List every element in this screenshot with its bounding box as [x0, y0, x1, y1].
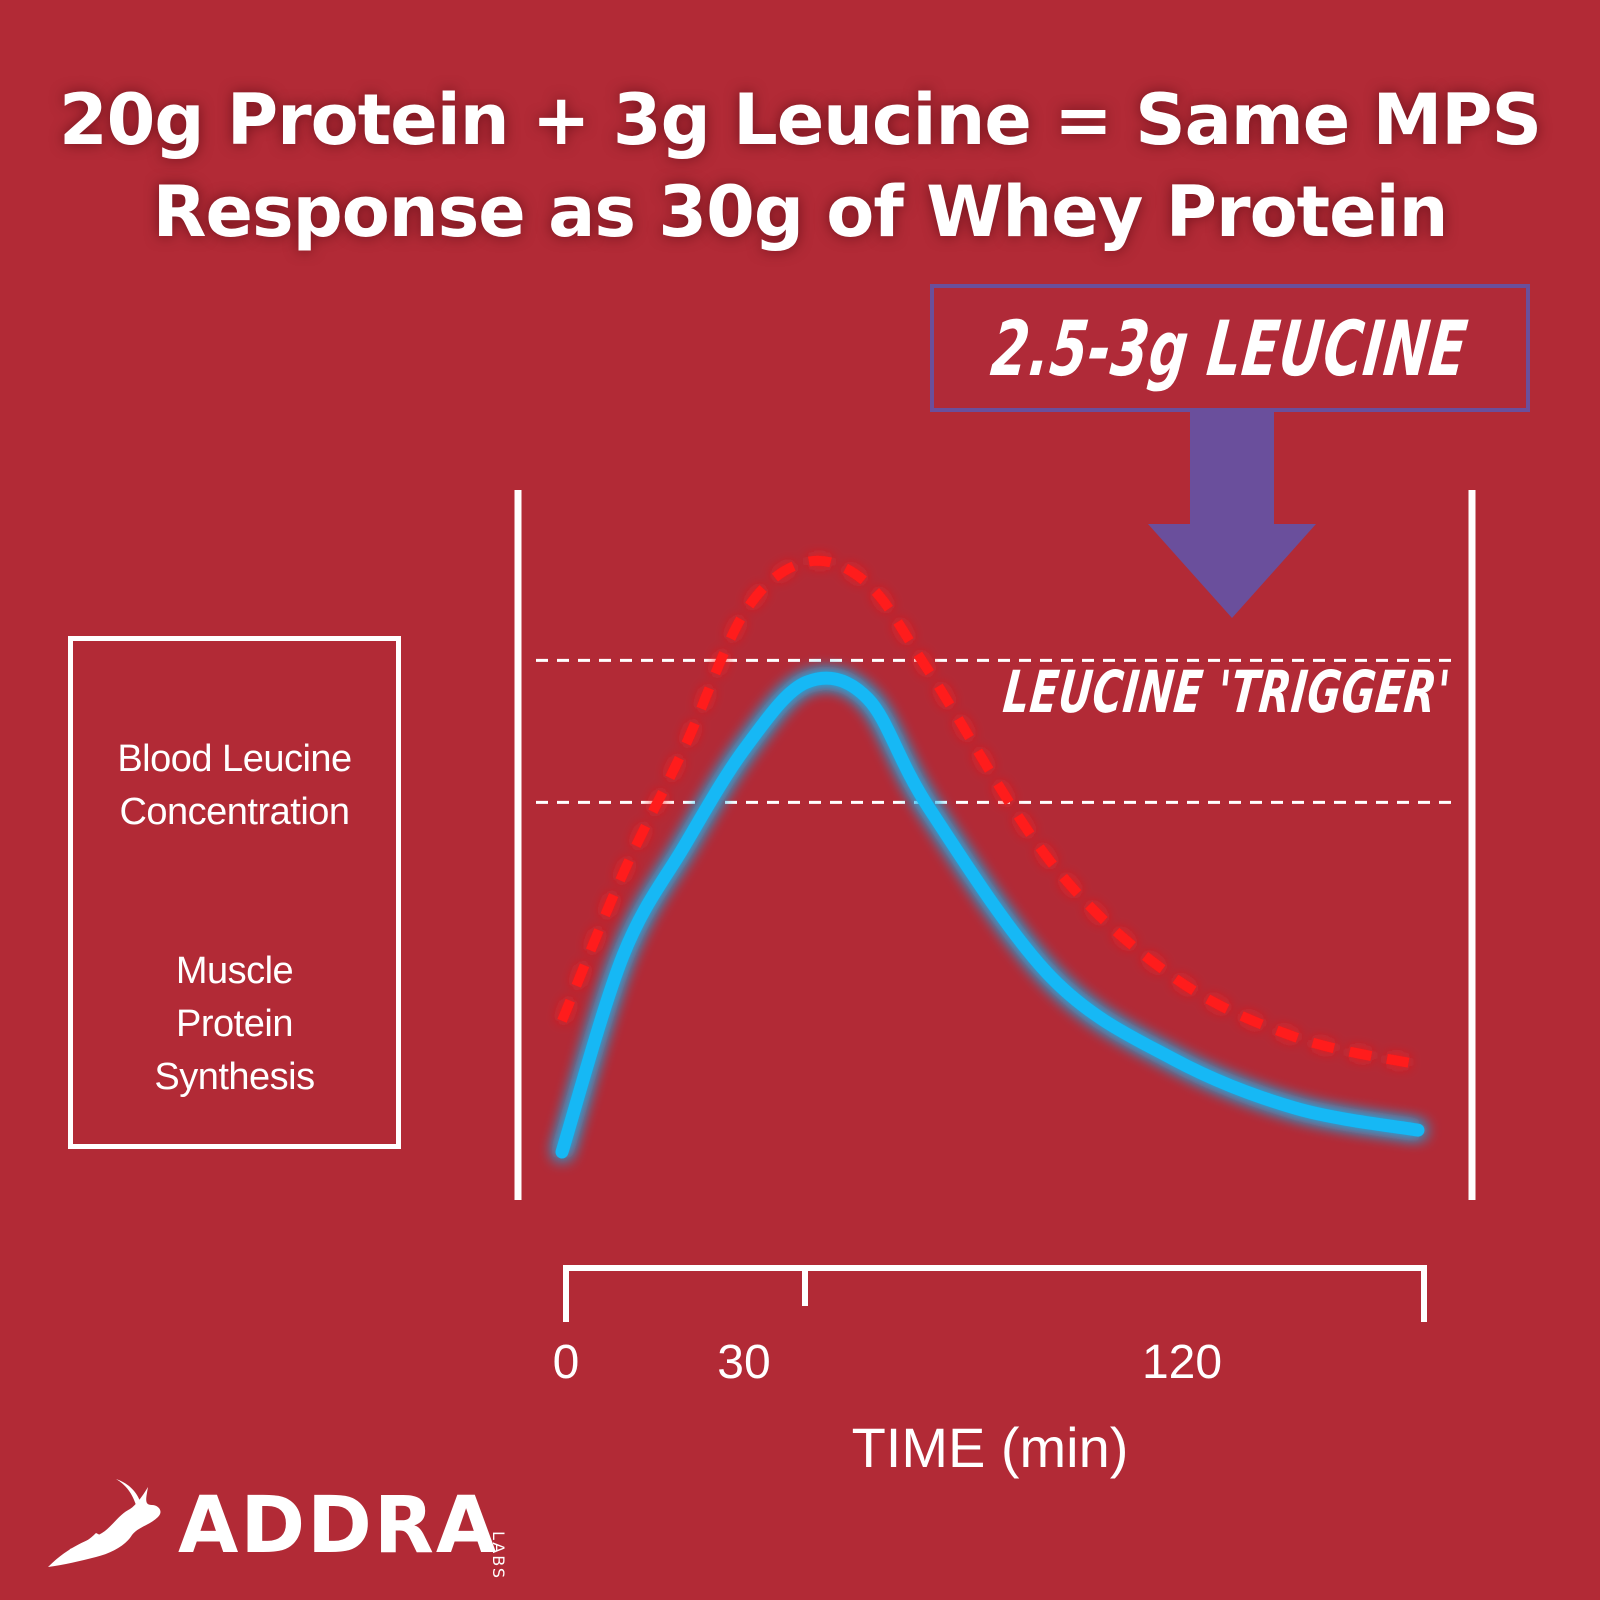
legend-swatches: [112, 698, 358, 926]
down-arrow-icon: [1148, 412, 1316, 618]
brand-logo: ADDRA LABS: [40, 1475, 520, 1580]
title-line-2: Response as 30g of Whey Protein: [152, 171, 1449, 253]
threshold-lines: [536, 658, 1460, 804]
title-line-1: 20g Protein + 3g Leucine = Same MPS: [58, 79, 1542, 161]
brand-sub: LABS: [489, 1531, 508, 1581]
page-title: 20g Protein + 3g Leucine = Same MPS Resp…: [0, 74, 1600, 258]
legend-label-mps: Muscle Protein Synthesis: [73, 945, 396, 1104]
x-tick-label-0: 0: [552, 1336, 580, 1389]
legend-label-blood-leucine-line2: Concentration: [119, 791, 350, 833]
x-tick-label-120: 120: [1141, 1336, 1223, 1389]
series-line-mps: [555, 671, 1425, 1159]
series-line-blood-leucine: [557, 555, 1420, 1070]
x-axis-label: TIME (min): [851, 1416, 1129, 1479]
legend-label-blood-leucine: Blood Leucine Concentration: [73, 733, 396, 839]
legend-label-blood-leucine-line1: Blood Leucine: [117, 738, 352, 780]
leucine-trigger-label: LEUCINE 'TRIGGER': [1000, 658, 1454, 726]
legend: Blood Leucine Concentration Muscle Prote…: [68, 636, 401, 1149]
series-layer: [555, 555, 1425, 1159]
legend-label-mps-line2: Protein: [176, 1003, 293, 1045]
legend-label-mps-line3: Synthesis: [154, 1056, 315, 1098]
brand-name: ADDRA: [178, 1481, 499, 1571]
x-tick-label-30: 30: [717, 1336, 771, 1389]
gazelle-icon: [48, 1479, 161, 1567]
time-axis: [563, 1265, 1427, 1322]
leucine-dose-callout: 2.5-3g LEUCINE: [930, 284, 1530, 412]
legend-label-mps-line1: Muscle: [175, 950, 294, 992]
